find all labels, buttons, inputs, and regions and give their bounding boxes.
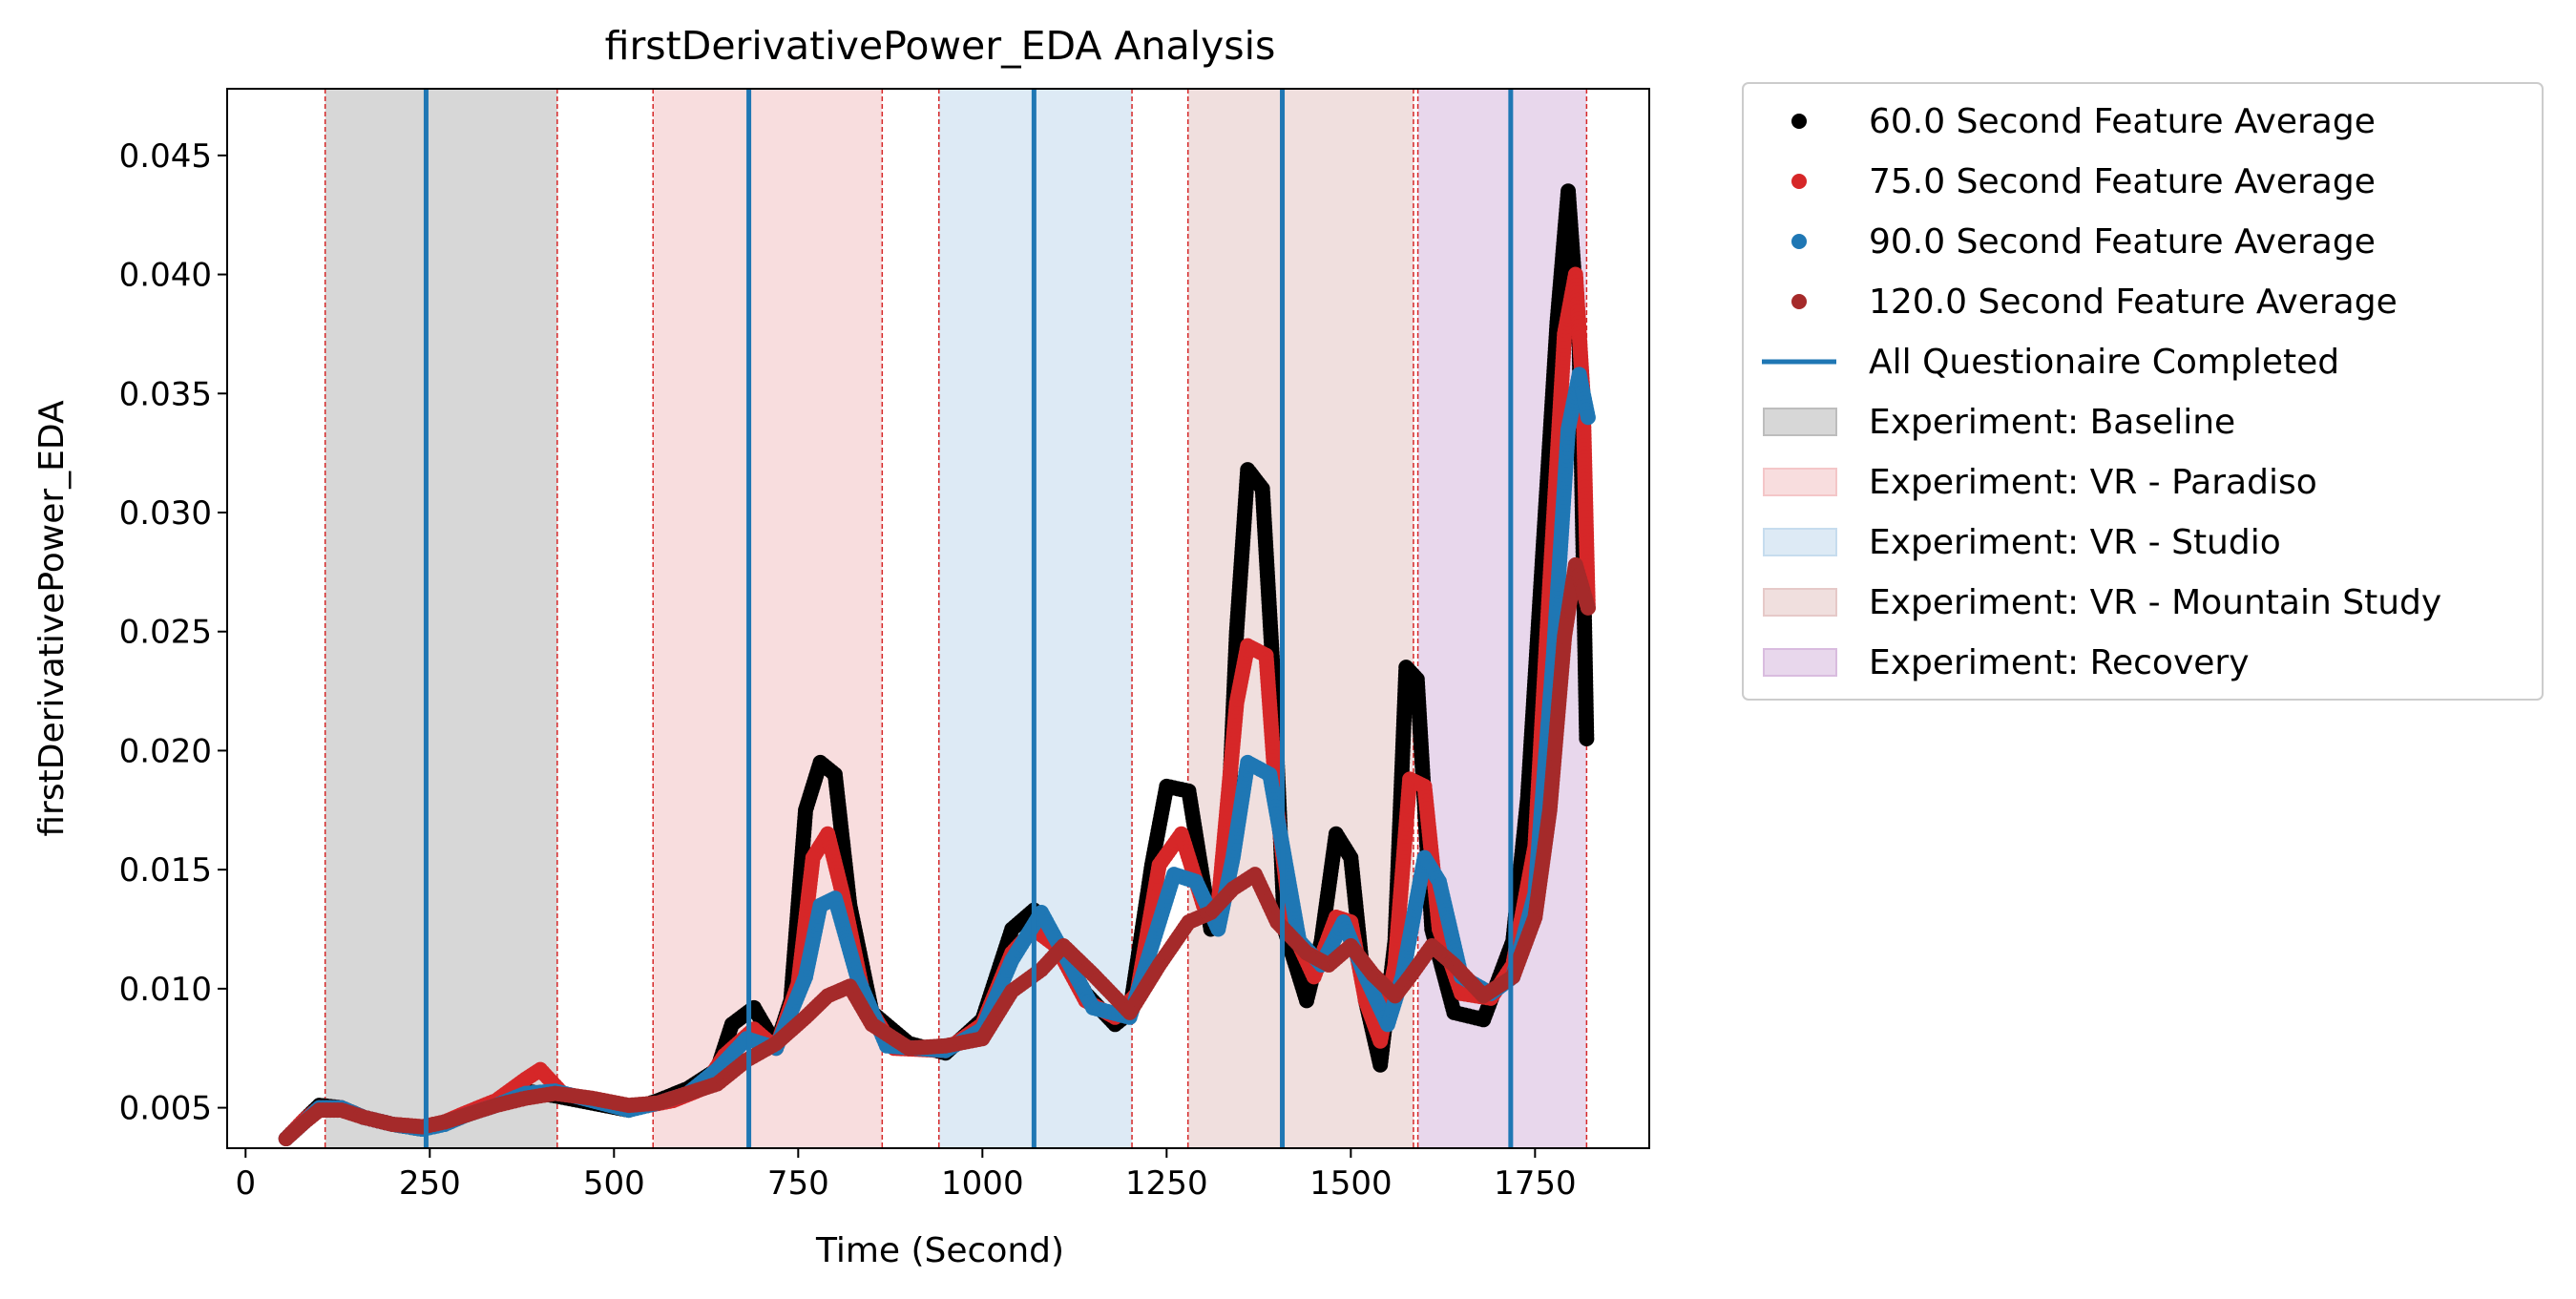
x-tick-label: 250: [399, 1164, 461, 1203]
experiment-span-2: [653, 89, 883, 1148]
x-tick-label: 1250: [1125, 1164, 1208, 1203]
x-tick-label: 1500: [1309, 1164, 1393, 1203]
legend-label: Experiment: VR - Paradiso: [1869, 463, 2317, 502]
legend-label: 75.0 Second Feature Average: [1869, 162, 2376, 201]
x-tick-label: 750: [767, 1164, 829, 1203]
y-tick-label: 0.025: [119, 614, 212, 652]
legend-item: Experiment: VR - Mountain Study: [1763, 583, 2441, 622]
y-tick-label: 0.005: [119, 1090, 212, 1128]
chart-title: firstDerivativePower_EDA Analysis: [605, 23, 1276, 69]
series-4: [278, 556, 1596, 1147]
y-tick-label: 0.045: [119, 137, 212, 176]
legend-label: Experiment: VR - Studio: [1869, 523, 2281, 562]
legend-patch: [1763, 468, 1837, 496]
legend-marker: [1791, 234, 1807, 249]
legend-box: [1742, 82, 2544, 701]
legend-marker: [1791, 114, 1807, 129]
legend-label: All Questionaire Completed: [1869, 343, 2339, 382]
legend-label: 120.0 Second Feature Average: [1869, 283, 2398, 322]
y-axis: 0.005 0.010 0.015 0.020 0.025 0.030 0.035 0.040…: [119, 137, 227, 1128]
legend: 60.0 Second Feature Average 75.0 Second F…: [1742, 82, 2544, 701]
legend-patch: [1763, 588, 1837, 617]
y-tick-label: 0.035: [119, 375, 212, 413]
legend-item: All Questionaire Completed: [1762, 343, 2339, 382]
legend-item: Experiment: Recovery: [1763, 643, 2250, 682]
y-tick-label: 0.015: [119, 851, 212, 890]
legend-label: Experiment: Baseline: [1869, 403, 2235, 442]
legend-patch: [1763, 408, 1837, 436]
y-tick-label: 0.030: [119, 494, 212, 533]
y-axis-title: firstDerivativePower_EDA: [32, 400, 72, 837]
experiment-span-1: [325, 89, 557, 1148]
x-axis: 0 250 500 750 1000 1250 1500 1750: [235, 1148, 1577, 1203]
legend-label: Experiment: VR - Mountain Study: [1869, 583, 2441, 622]
legend-marker: [1791, 174, 1807, 189]
y-tick-label: 0.020: [119, 732, 212, 770]
legend-item: Experiment: VR - Studio: [1763, 523, 2281, 562]
x-tick-label: 0: [235, 1164, 256, 1203]
legend-patch: [1763, 648, 1837, 677]
x-tick-label: 500: [583, 1164, 645, 1203]
legend-item: Experiment: VR - Paradiso: [1763, 463, 2317, 502]
plot-area: [278, 89, 1596, 1148]
legend-item: 120.0 Second Feature Average: [1791, 283, 2398, 322]
legend-marker: [1791, 294, 1807, 309]
data-point: [1579, 730, 1595, 746]
data-point: [1580, 599, 1596, 616]
legend-item: 90.0 Second Feature Average: [1791, 222, 2376, 262]
x-tick-label: 1000: [941, 1164, 1024, 1203]
legend-label: 90.0 Second Feature Average: [1869, 222, 2376, 262]
y-tick-label: 0.040: [119, 257, 212, 295]
x-tick-label: 1750: [1494, 1164, 1577, 1203]
x-axis-title: Time (Second): [815, 1231, 1064, 1270]
legend-item: 75.0 Second Feature Average: [1791, 162, 2376, 201]
legend-patch: [1763, 528, 1837, 556]
legend-item: 60.0 Second Feature Average: [1791, 102, 2376, 141]
legend-label: 60.0 Second Feature Average: [1869, 102, 2376, 141]
data-point: [1580, 409, 1596, 426]
legend-label: Experiment: Recovery: [1869, 643, 2250, 682]
legend-item: Experiment: Baseline: [1763, 403, 2235, 442]
y-tick-label: 0.010: [119, 971, 212, 1009]
plot-frame: [226, 88, 1650, 1149]
